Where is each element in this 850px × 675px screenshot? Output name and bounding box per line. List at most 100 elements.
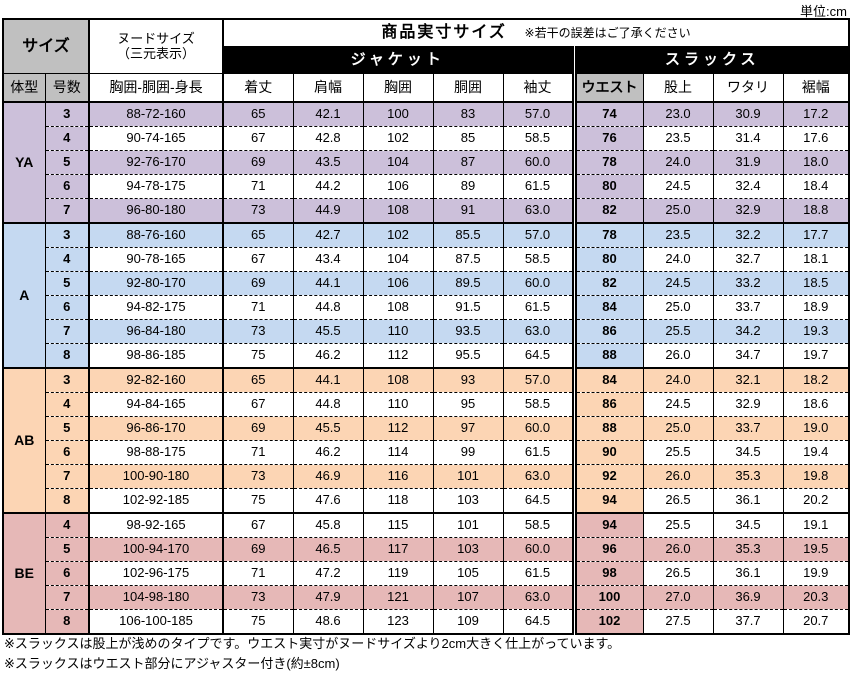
jacket-value-cell: 65 (222, 367, 293, 393)
waist-value-cell: 88 (573, 416, 643, 441)
waist-value-cell: 98 (573, 561, 643, 586)
slacks-value-cell: 18.2 (782, 367, 850, 393)
size-no-cell: 6 (44, 174, 90, 199)
table-row: 6 98-88-175 71 46.2 114 99 61.5 90 25.5 … (3, 440, 850, 465)
slacks-value-cell: 23.0 (642, 101, 713, 127)
header-row-top: サイズ ヌードサイズ （三元表示） 商品実寸サイズ ※若干の誤差はご了承ください (2, 19, 850, 74)
slacks-value-cell: 19.0 (782, 416, 850, 441)
jacket-value-cell: 67 (222, 392, 293, 417)
jacket-value-cell: 44.1 (292, 271, 363, 296)
jacket-value-cell: 118 (362, 488, 433, 513)
slacks-value-cell: 18.0 (782, 150, 850, 175)
nude-size-cell: 98-92-165 (88, 512, 224, 538)
waist-value-cell: 90 (573, 440, 643, 465)
slacks-value-cell: 33.7 (712, 416, 783, 441)
jacket-value-cell: 60.0 (502, 150, 577, 175)
slacks-value-cell: 32.7 (712, 247, 783, 272)
jacket-value-cell: 108 (362, 367, 433, 393)
table-row: 5 100-94-170 69 46.5 117 103 60.0 96 26.… (3, 537, 850, 562)
nude-size-cell: 96-86-170 (88, 416, 224, 441)
nude-size-cell: 88-76-160 (88, 222, 224, 248)
jacket-value-cell: 47.6 (292, 488, 363, 513)
jacket-value-cell: 46.5 (292, 537, 363, 562)
nude-size-cell: 104-98-180 (88, 585, 224, 610)
jacket-value-cell: 104 (362, 150, 433, 175)
nude-size-cell: 96-84-180 (88, 319, 224, 344)
jacket-value-cell: 75 (222, 343, 293, 368)
slacks-value-cell: 25.0 (642, 295, 713, 320)
waist-value-cell: 94 (573, 512, 643, 538)
jacket-value-cell: 44.9 (292, 198, 363, 223)
jacket-value-cell: 71 (222, 440, 293, 465)
slacks-value-cell: 18.9 (782, 295, 850, 320)
size-no-cell: 8 (44, 343, 90, 368)
table-row: 8 106-100-185 75 48.6 123 109 64.5 102 2… (3, 609, 850, 634)
table-row: 8 102-92-185 75 47.6 118 103 64.5 94 26.… (3, 488, 850, 513)
jacket-value-cell: 102 (362, 126, 433, 151)
nude-size-cell: 94-78-175 (88, 174, 224, 199)
jacket-value-cell: 73 (222, 585, 293, 610)
jacket-value-cell: 42.7 (292, 222, 363, 248)
jacket-value-cell: 93.5 (432, 319, 503, 344)
size-no-cell: 7 (44, 198, 90, 223)
table-row: 4 94-84-165 67 44.8 110 95 58.5 86 24.5 … (3, 392, 850, 417)
jacket-value-cell: 101 (432, 464, 503, 489)
nude-size-cell: 94-84-165 (88, 392, 224, 417)
jacket-value-cell: 89 (432, 174, 503, 199)
jacket-value-cell: 89.5 (432, 271, 503, 296)
jacket-value-cell: 103 (432, 537, 503, 562)
nude-size-cell: 92-80-170 (88, 271, 224, 296)
slacks-value-cell: 24.0 (642, 150, 713, 175)
nude-size-cell: 88-72-160 (88, 101, 224, 127)
nude-size-cell: 94-82-175 (88, 295, 224, 320)
header-row-bands: ジャケット スラックス (3, 46, 850, 74)
product-size-note: ※若干の誤差はご了承ください (524, 26, 691, 41)
table-row: 7 96-84-180 73 45.5 110 93.5 63.0 86 25.… (3, 319, 850, 344)
jacket-value-cell: 87 (432, 150, 503, 175)
jacket-value-cell: 61.5 (502, 561, 577, 586)
size-no-cell: 5 (44, 416, 90, 441)
jacket-value-cell: 108 (362, 198, 433, 223)
size-no-cell: 8 (44, 488, 90, 513)
table-row: 4 90-74-165 67 42.8 102 85 58.5 76 23.5 … (3, 126, 850, 151)
waist-value-cell: 82 (573, 271, 643, 296)
jacket-value-cell: 60.0 (502, 537, 577, 562)
slacks-value-cell: 18.8 (782, 198, 850, 223)
size-no-cell: 4 (44, 247, 90, 272)
jacket-value-cell: 46.9 (292, 464, 363, 489)
size-no-cell: 8 (44, 609, 90, 634)
size-no-cell: 3 (44, 101, 90, 127)
slacks-value-cell: 17.6 (782, 126, 850, 151)
jacket-value-cell: 116 (362, 464, 433, 489)
waist-value-cell: 74 (573, 101, 643, 127)
col-header-thigh: ワタリ (712, 73, 783, 103)
slacks-value-cell: 24.5 (642, 271, 713, 296)
footnote-line: ※スラックスはウエスト部分にアジャスター付き(約±8cm) (4, 656, 340, 671)
jacket-value-cell: 110 (362, 319, 433, 344)
slacks-value-cell: 32.9 (712, 392, 783, 417)
jacket-value-cell: 67 (222, 512, 293, 538)
slacks-value-cell: 18.5 (782, 271, 850, 296)
slacks-value-cell: 32.2 (712, 222, 783, 248)
slacks-value-cell: 25.5 (642, 440, 713, 465)
waist-value-cell: 92 (573, 464, 643, 489)
jacket-value-cell: 44.8 (292, 295, 363, 320)
jacket-value-cell: 44.8 (292, 392, 363, 417)
jacket-value-cell: 71 (222, 561, 293, 586)
slacks-value-cell: 20.3 (782, 585, 850, 610)
slacks-value-cell: 34.5 (712, 512, 783, 538)
jacket-value-cell: 64.5 (502, 609, 577, 634)
slacks-value-cell: 36.9 (712, 585, 783, 610)
jacket-value-cell: 57.0 (502, 101, 577, 127)
product-size-title: 商品実寸サイズ (381, 24, 507, 42)
size-no-cell: 4 (44, 126, 90, 151)
nude-size-header-cell: ヌードサイズ （三元表示） (88, 19, 224, 74)
slacks-value-cell: 17.7 (782, 222, 850, 248)
jacket-value-cell: 67 (222, 247, 293, 272)
slacks-value-cell: 34.5 (712, 440, 783, 465)
jacket-value-cell: 42.8 (292, 126, 363, 151)
col-header-nude: 胸囲-胴囲-身長 (88, 73, 224, 103)
jacket-value-cell: 102 (362, 222, 433, 248)
table-row: 6 102-96-175 71 47.2 119 105 61.5 98 26.… (3, 561, 850, 586)
